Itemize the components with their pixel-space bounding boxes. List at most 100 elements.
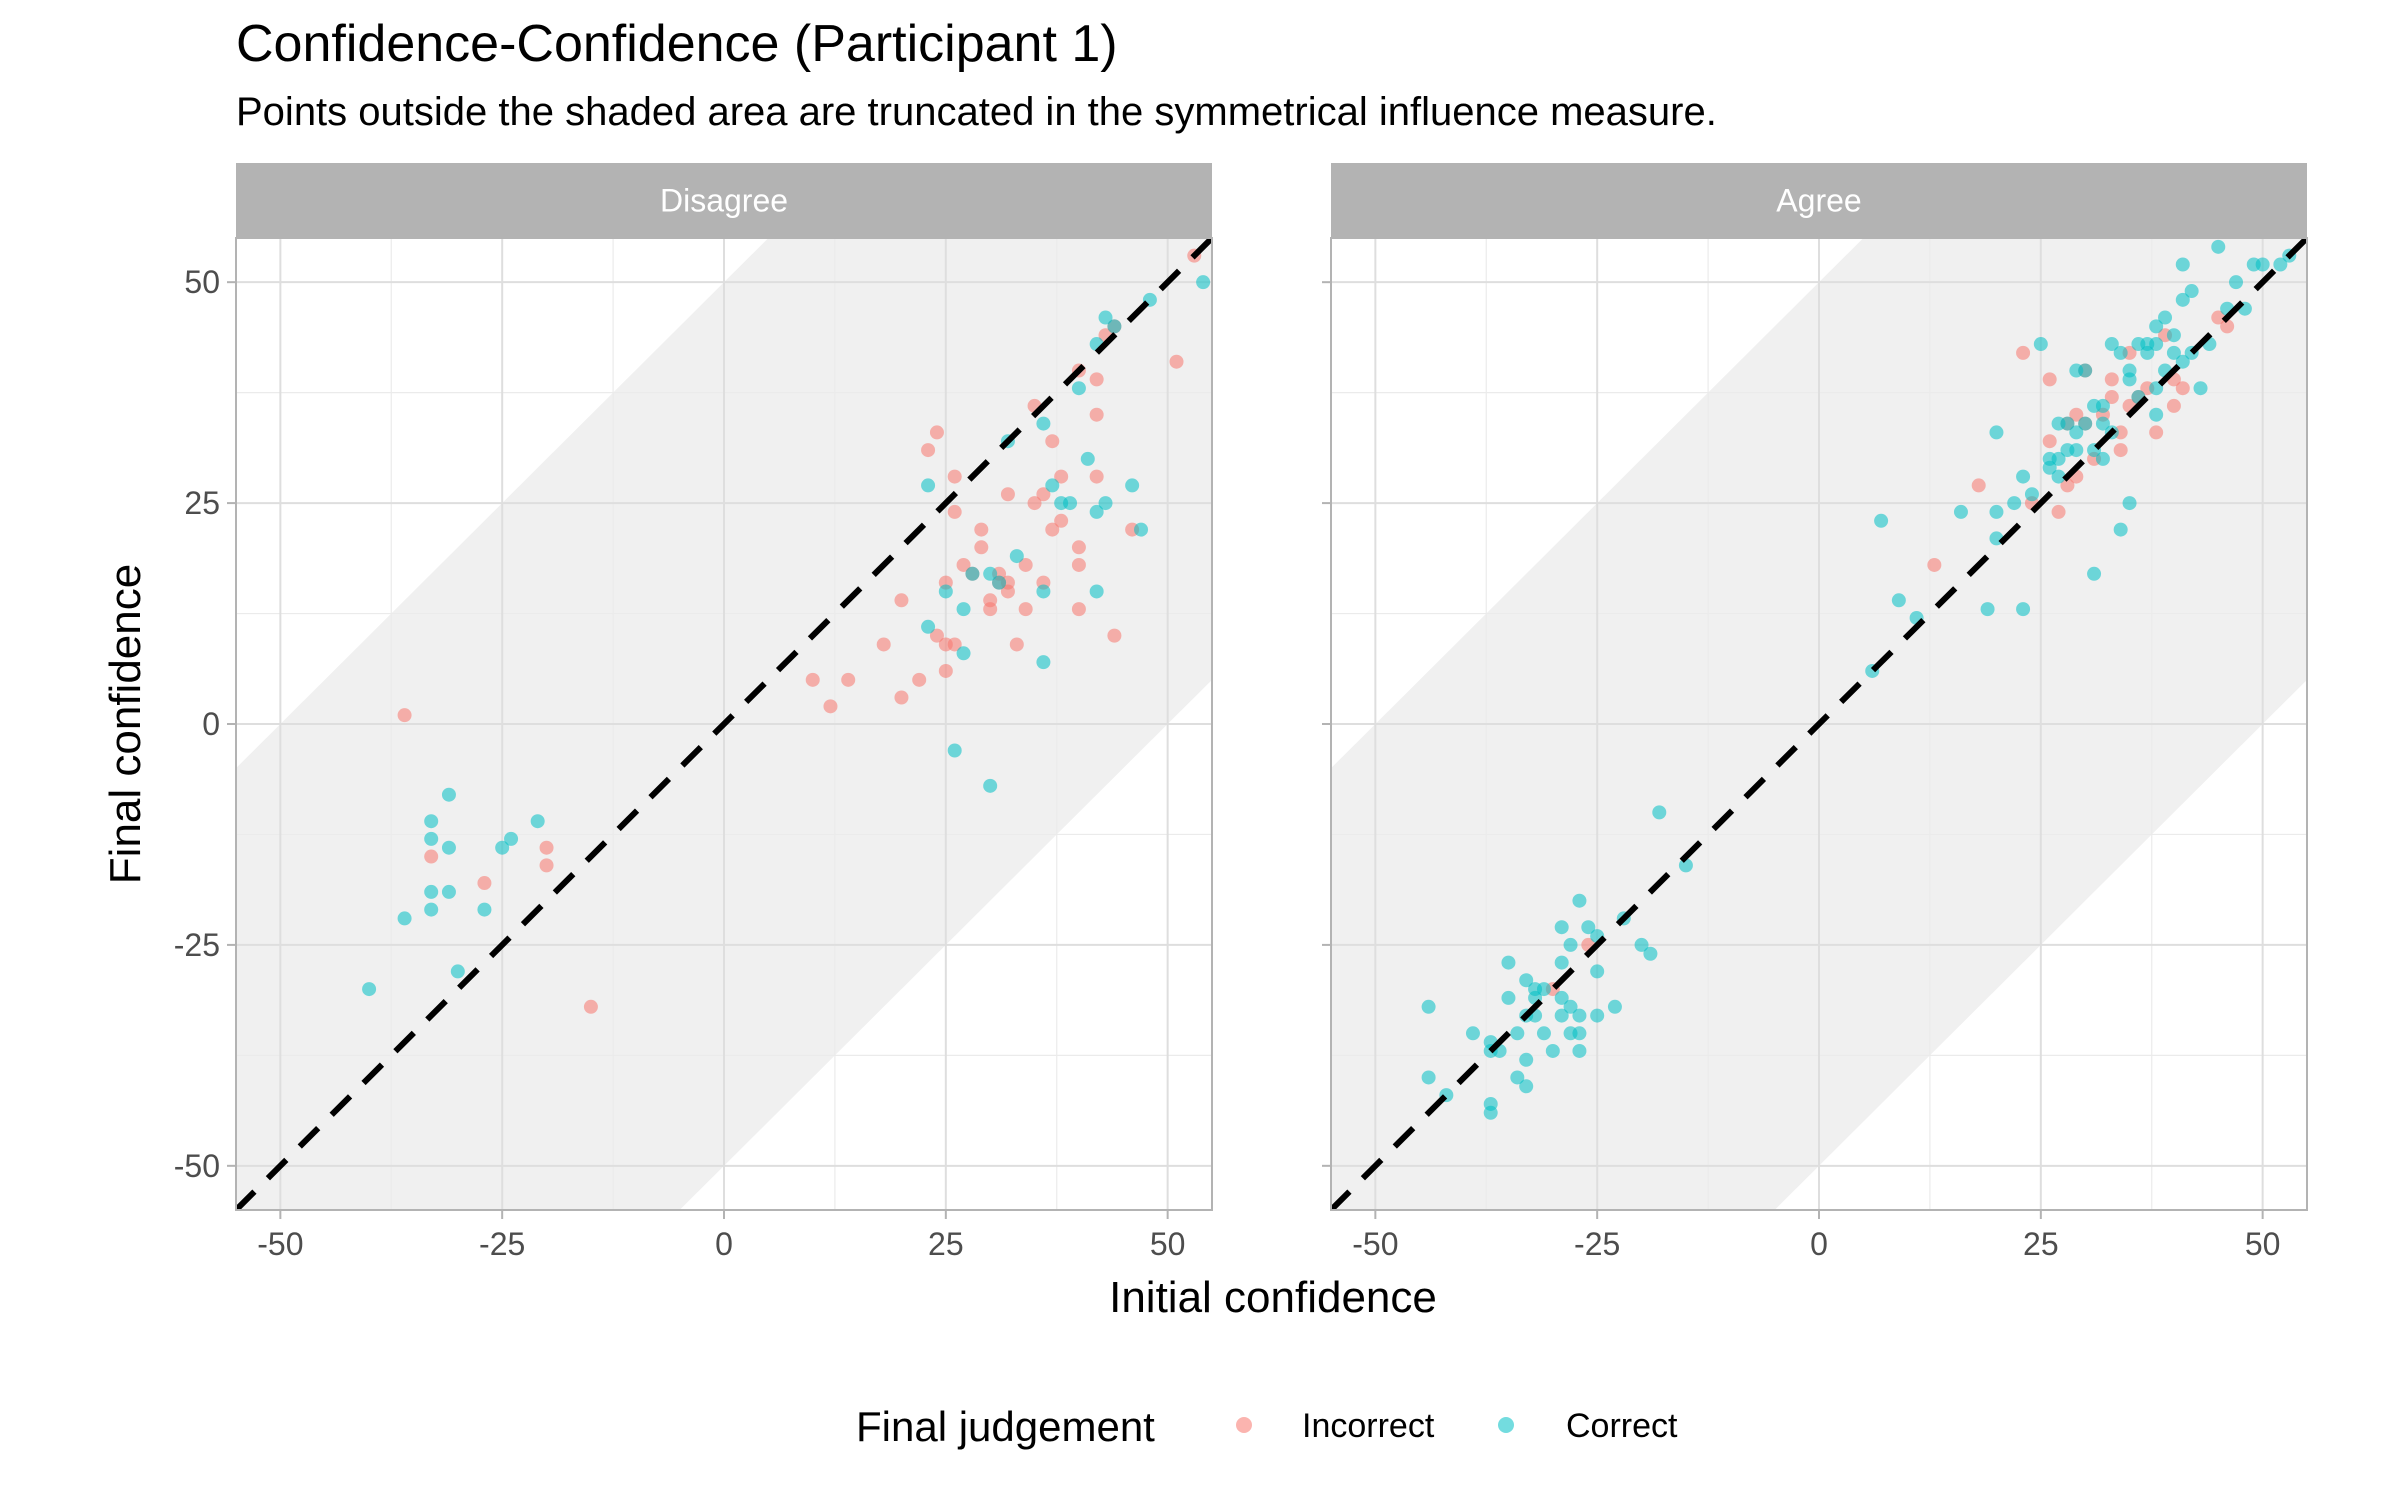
x-tick-label: 25 (2023, 1226, 2059, 1262)
data-point-correct (1678, 858, 1693, 873)
data-point-incorrect (1018, 557, 1033, 572)
data-point-incorrect (1927, 557, 1942, 572)
data-point-correct (1089, 504, 1104, 519)
data-point-correct (2007, 496, 2022, 511)
data-point-correct (938, 584, 953, 599)
y-tick-label: 25 (184, 485, 220, 521)
data-point-correct (1421, 999, 1436, 1014)
data-point-correct (2211, 239, 2226, 254)
data-point-correct (947, 743, 962, 758)
points-group (362, 248, 1211, 1014)
data-point-incorrect (2060, 478, 2075, 493)
data-point-correct (450, 964, 465, 979)
data-point-correct (1572, 1008, 1587, 1023)
data-point-correct (441, 787, 456, 802)
data-point-correct (477, 902, 492, 917)
data-point-incorrect (1054, 469, 1069, 484)
data-point-correct (1874, 513, 1889, 528)
data-point-correct (2024, 487, 2039, 502)
facet-strip (1331, 163, 2307, 238)
data-point-correct (921, 619, 936, 634)
data-point-incorrect (1009, 637, 1024, 652)
data-point-incorrect (1071, 540, 1086, 555)
data-point-correct (2051, 469, 2066, 484)
data-point-correct (1590, 964, 1605, 979)
y-tick-label: 0 (202, 706, 220, 742)
data-point-correct (2273, 257, 2288, 272)
data-point-correct (1572, 1026, 1587, 1041)
data-point-incorrect (894, 593, 909, 608)
data-point-correct (2016, 469, 2031, 484)
data-point-correct (1554, 1008, 1569, 1023)
data-point-incorrect (912, 672, 927, 687)
x-tick-label: 0 (715, 1226, 733, 1262)
data-point-correct (992, 575, 1007, 590)
data-point-incorrect (974, 540, 989, 555)
facet-strip-label: Agree (1776, 183, 1861, 219)
data-point-correct (1634, 937, 1649, 952)
data-point-correct (2069, 425, 2084, 440)
data-point-correct (2078, 416, 2093, 431)
data-point-correct (424, 831, 439, 846)
data-point-incorrect (539, 840, 554, 855)
data-point-correct (1098, 496, 1113, 511)
x-tick-label: -25 (1574, 1226, 1620, 1262)
data-point-correct (1036, 655, 1051, 670)
data-point-incorrect (2016, 345, 2031, 360)
data-point-correct (362, 982, 377, 997)
data-point-correct (1036, 416, 1051, 431)
data-point-incorrect (2104, 390, 2119, 405)
data-point-correct (1071, 381, 1086, 396)
data-point-correct (2042, 460, 2057, 475)
data-point-correct (956, 646, 971, 661)
data-point-correct (2149, 319, 2164, 334)
data-point-incorrect (1169, 354, 1184, 369)
data-point-correct (1196, 275, 1211, 290)
data-point-correct (424, 902, 439, 917)
data-point-correct (1483, 1105, 1498, 1120)
data-point-incorrect (1107, 628, 1122, 643)
data-point-correct (2175, 354, 2190, 369)
legend-label-incorrect: Incorrect (1302, 1407, 1435, 1445)
data-point-correct (1519, 1079, 1534, 1094)
data-point-correct (983, 566, 998, 581)
x-tick-label: 25 (928, 1226, 964, 1262)
data-point-correct (1134, 522, 1149, 537)
data-point-incorrect (477, 876, 492, 891)
data-point-incorrect (947, 637, 962, 652)
data-point-incorrect (1089, 469, 1104, 484)
data-point-incorrect (2104, 372, 2119, 387)
y-tick-label: -25 (174, 927, 220, 963)
data-point-correct (2095, 416, 2110, 431)
legend-key-correct (1498, 1417, 1514, 1433)
data-point-incorrect (2220, 319, 2235, 334)
data-point-correct (2149, 337, 2164, 352)
data-point-correct (2175, 292, 2190, 307)
data-point-correct (2113, 522, 2128, 537)
data-point-correct (2113, 345, 2128, 360)
data-point-correct (397, 911, 412, 926)
legend-label-correct: Correct (1566, 1407, 1678, 1445)
data-point-incorrect (938, 663, 953, 678)
data-point-correct (2122, 496, 2137, 511)
data-point-correct (2149, 407, 2164, 422)
data-point-correct (2149, 381, 2164, 396)
data-point-correct (1643, 946, 1658, 961)
x-tick-label: 50 (2245, 1226, 2281, 1262)
data-point-correct (2069, 443, 2084, 458)
data-point-correct (1545, 1043, 1560, 1058)
data-point-correct (1953, 504, 1968, 519)
data-point-correct (1989, 504, 2004, 519)
data-point-correct (1063, 496, 1078, 511)
data-point-correct (1989, 425, 2004, 440)
data-point-incorrect (841, 672, 856, 687)
panel-disagree: Disagree -50 -25 0 25 50 50 25 0 -25 -50 (174, 163, 1213, 1262)
data-point-incorrect (2051, 504, 2066, 519)
data-point-correct (1519, 1052, 1534, 1067)
data-point-correct (1125, 478, 1140, 493)
y-tick-label: 50 (184, 264, 220, 300)
data-point-correct (2166, 328, 2181, 343)
data-point-incorrect (983, 602, 998, 617)
data-point-incorrect (894, 690, 909, 705)
x-tick-label: 0 (1810, 1226, 1828, 1262)
